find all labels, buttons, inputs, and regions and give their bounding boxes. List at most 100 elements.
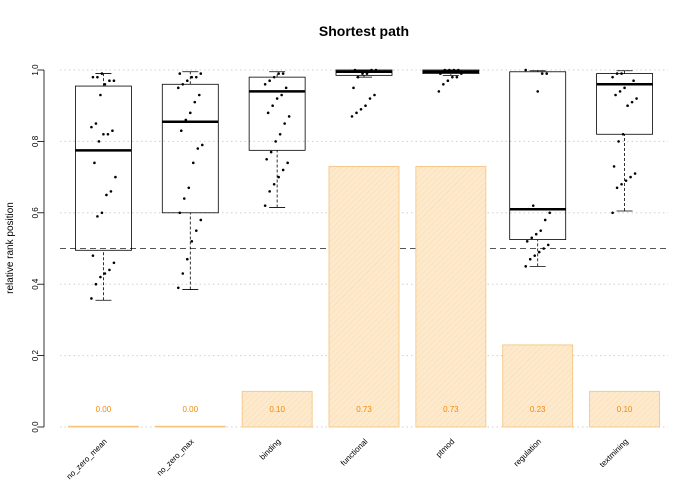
data-point: [528, 257, 532, 261]
y-axis: 0.0 0.2 0.4 0.6 0.8 1.0: [31, 64, 45, 433]
data-point: [286, 161, 289, 165]
data-point: [196, 147, 200, 150]
data-point: [364, 104, 367, 107]
data-point: [191, 161, 195, 165]
boxplot-ptmod: [422, 69, 480, 76]
box: [75, 85, 132, 251]
data-point: [542, 247, 546, 250]
data-point: [633, 172, 637, 175]
data-point: [525, 240, 529, 243]
data-point: [278, 132, 282, 136]
data-point: [185, 79, 189, 83]
data-point: [263, 204, 267, 207]
data-point: [96, 75, 99, 79]
data-point: [97, 140, 101, 143]
data-point: [93, 161, 96, 165]
data-point: [531, 204, 535, 207]
data-point: [614, 93, 617, 97]
data-point: [188, 111, 192, 115]
data-point: [103, 272, 107, 275]
bar-hatch: [415, 166, 486, 427]
data-point: [543, 218, 547, 222]
boxplot-no_zero_mean: [75, 73, 132, 301]
data-point: [106, 132, 110, 136]
data-point: [365, 72, 369, 75]
data-point: [451, 75, 454, 79]
data-point: [635, 97, 638, 100]
data-point: [105, 193, 108, 197]
box: [161, 83, 219, 214]
data-point: [612, 165, 616, 168]
data-point: [356, 75, 360, 79]
data-point: [181, 272, 185, 275]
data-point: [100, 72, 104, 75]
bar-hatch: [329, 166, 399, 427]
data-point: [176, 86, 180, 90]
data-point: [200, 143, 204, 147]
bar-hatch: [502, 344, 573, 427]
data-point: [283, 122, 286, 125]
data-point: [626, 104, 629, 107]
data-point: [620, 72, 623, 75]
x-axis-labels: no_zero_mean no_zero_max binding functional…: [65, 437, 630, 481]
data-point: [281, 72, 285, 75]
boxplot-layer: [75, 69, 653, 301]
data-point: [272, 182, 276, 186]
x-tick-label: no_zero_max: [155, 437, 196, 478]
data-point: [112, 79, 116, 83]
data-point: [539, 229, 543, 232]
data-point: [91, 254, 95, 257]
data-point: [265, 157, 268, 161]
data-point: [112, 261, 116, 265]
data-point: [350, 115, 354, 118]
chart-title: Shortest path: [319, 23, 409, 39]
data-point: [275, 97, 279, 100]
box: [509, 71, 567, 240]
data-point: [199, 218, 203, 222]
data-point: [545, 72, 549, 75]
data-point: [443, 68, 447, 72]
data-point: [455, 75, 459, 79]
bar-hatch: [242, 391, 313, 427]
data-point: [109, 190, 113, 193]
y-tick-label: 0.8: [31, 135, 40, 147]
data-point: [442, 82, 445, 86]
data-point: [615, 72, 619, 75]
data-point: [355, 111, 358, 115]
data-point: [190, 75, 194, 79]
data-point: [108, 268, 111, 272]
data-point: [361, 72, 364, 75]
y-tick-label: 0.0: [31, 421, 40, 433]
data-point: [99, 93, 102, 97]
bar-value-label: 0.23: [530, 405, 546, 414]
x-tick-label: ptmod: [434, 437, 456, 459]
y-tick-label: 0.4: [31, 278, 40, 290]
bar-layer: 0.00 0.00 0.10 0.73 0.73 0.23 0.10: [68, 165, 660, 428]
data-point: [94, 122, 98, 125]
data-point: [448, 68, 451, 72]
x-tick-label: regulation: [512, 437, 543, 468]
data-point: [197, 93, 201, 97]
data-point: [96, 215, 99, 218]
bar-hatch: [589, 391, 660, 427]
data-point: [266, 111, 270, 115]
data-point: [176, 286, 180, 290]
y-tick-label: 0.2: [31, 349, 40, 361]
data-point: [100, 211, 104, 215]
data-point: [548, 211, 552, 215]
data-point: [111, 129, 114, 132]
data-point: [103, 82, 107, 86]
data-point: [615, 186, 619, 190]
data-point: [263, 82, 267, 86]
data-point: [90, 297, 93, 300]
data-point: [624, 179, 628, 182]
boxplot-textmining: [596, 70, 653, 212]
data-point: [287, 115, 291, 118]
data-point: [629, 175, 632, 179]
data-point: [617, 140, 620, 143]
data-point: [277, 175, 280, 179]
data-point: [620, 182, 623, 186]
data-point: [194, 75, 198, 79]
data-point: [268, 79, 271, 83]
data-point: [368, 97, 372, 100]
